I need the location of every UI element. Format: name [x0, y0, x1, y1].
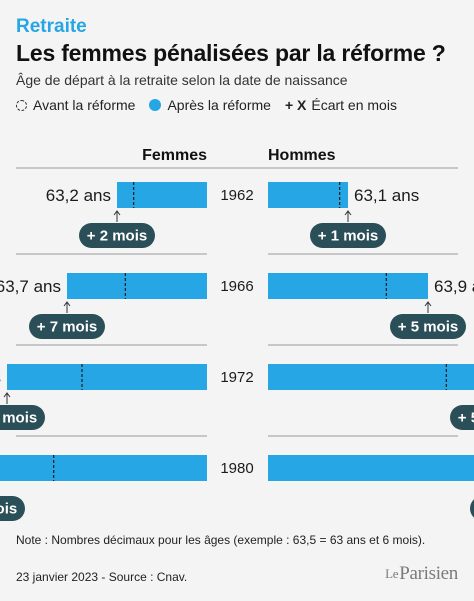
gap-badge-hommes — [470, 499, 474, 518]
dashed-circle-icon — [16, 99, 27, 111]
chart-subtitle: Âge de départ à la retraite selon la dat… — [16, 72, 348, 88]
gap-badge-hommes — [390, 314, 466, 339]
retirement-chart: Femmes Hommes 63,2 ans + 2 mois 1962 63,1 ans… — [0, 147, 474, 521]
value-label-hommes: 63,1 ans — [354, 186, 419, 205]
brand-logo: LeParisien — [385, 563, 458, 585]
birth-year-label: 1966 — [220, 278, 253, 295]
brand-logo-le: Le — [385, 566, 399, 581]
legend-before-label: Avant la réforme — [33, 97, 136, 113]
bar-hommes-after — [268, 273, 428, 299]
gap-arrowhead-femmes — [63, 301, 71, 307]
gap-arrowhead-femmes — [113, 210, 121, 216]
legend: Avant la réforme Après la réforme + X Éc… — [16, 97, 411, 113]
chart-title: Les femmes pénalisées par la réforme ? — [16, 40, 446, 66]
chart-source: 23 janvier 2023 - Source : Cnav. — [16, 570, 188, 584]
chart-note: Note : Nombres décimaux pour les âges (e… — [16, 533, 426, 547]
birth-year-label: 1972 — [220, 369, 253, 386]
gap-label-femmes: + 2 mois — [87, 228, 147, 245]
legend-gap-label: Écart en mois — [311, 97, 397, 113]
gap-label-hommes: + 5 mois — [398, 319, 458, 336]
bar-femmes-after — [117, 182, 207, 208]
kicker: Retraite — [16, 16, 87, 37]
gap-label-femmes: + 8 mois — [0, 501, 17, 518]
bar-femmes-after — [0, 455, 207, 481]
legend-item-before: Avant la réforme — [16, 97, 135, 113]
column-header-femmes: Femmes — [142, 147, 207, 164]
column-header-hommes: Hommes — [268, 147, 336, 164]
filled-circle-icon — [149, 99, 162, 111]
gap-arrowhead-femmes — [3, 392, 11, 398]
brand-logo-name: Parisien — [399, 563, 458, 584]
value-label-hommes: 63,9 ans — [434, 277, 474, 296]
gap-badge-hommes — [450, 405, 474, 430]
bar-hommes-after — [268, 182, 348, 208]
gap-badge-femmes — [0, 496, 25, 521]
legend-item-after: Après la réforme — [149, 97, 271, 113]
value-label-femmes: 63,7 ans — [0, 277, 61, 296]
bar-femmes-after — [7, 364, 207, 390]
bar-hommes-after — [268, 364, 474, 390]
gap-label-hommes: + 5 mois — [458, 410, 474, 427]
birth-year-label: 1962 — [220, 187, 253, 204]
legend-after-label: Après la réforme — [167, 97, 271, 113]
value-label-femmes: 64,3 ans — [0, 368, 1, 387]
gap-label-femmes: + 9 mois — [0, 410, 37, 427]
birth-year-label: 1980 — [220, 460, 253, 477]
gap-arrowhead-hommes — [424, 301, 432, 307]
gap-badge-hommes — [310, 223, 386, 248]
legend-gap-symbol: + X — [284, 97, 307, 113]
legend-item-gap: + X Écart en mois — [285, 97, 397, 113]
gap-badge-femmes — [79, 223, 155, 248]
bar-femmes-after — [67, 273, 207, 299]
gap-badge-femmes — [29, 314, 105, 339]
gap-label-hommes: + 1 mois — [318, 228, 378, 245]
gap-badge-femmes — [0, 405, 45, 430]
bar-hommes-after — [268, 455, 474, 481]
gap-arrowhead-hommes — [344, 210, 352, 216]
value-label-femmes: 63,2 ans — [46, 186, 111, 205]
gap-label-femmes: + 7 mois — [37, 319, 97, 336]
